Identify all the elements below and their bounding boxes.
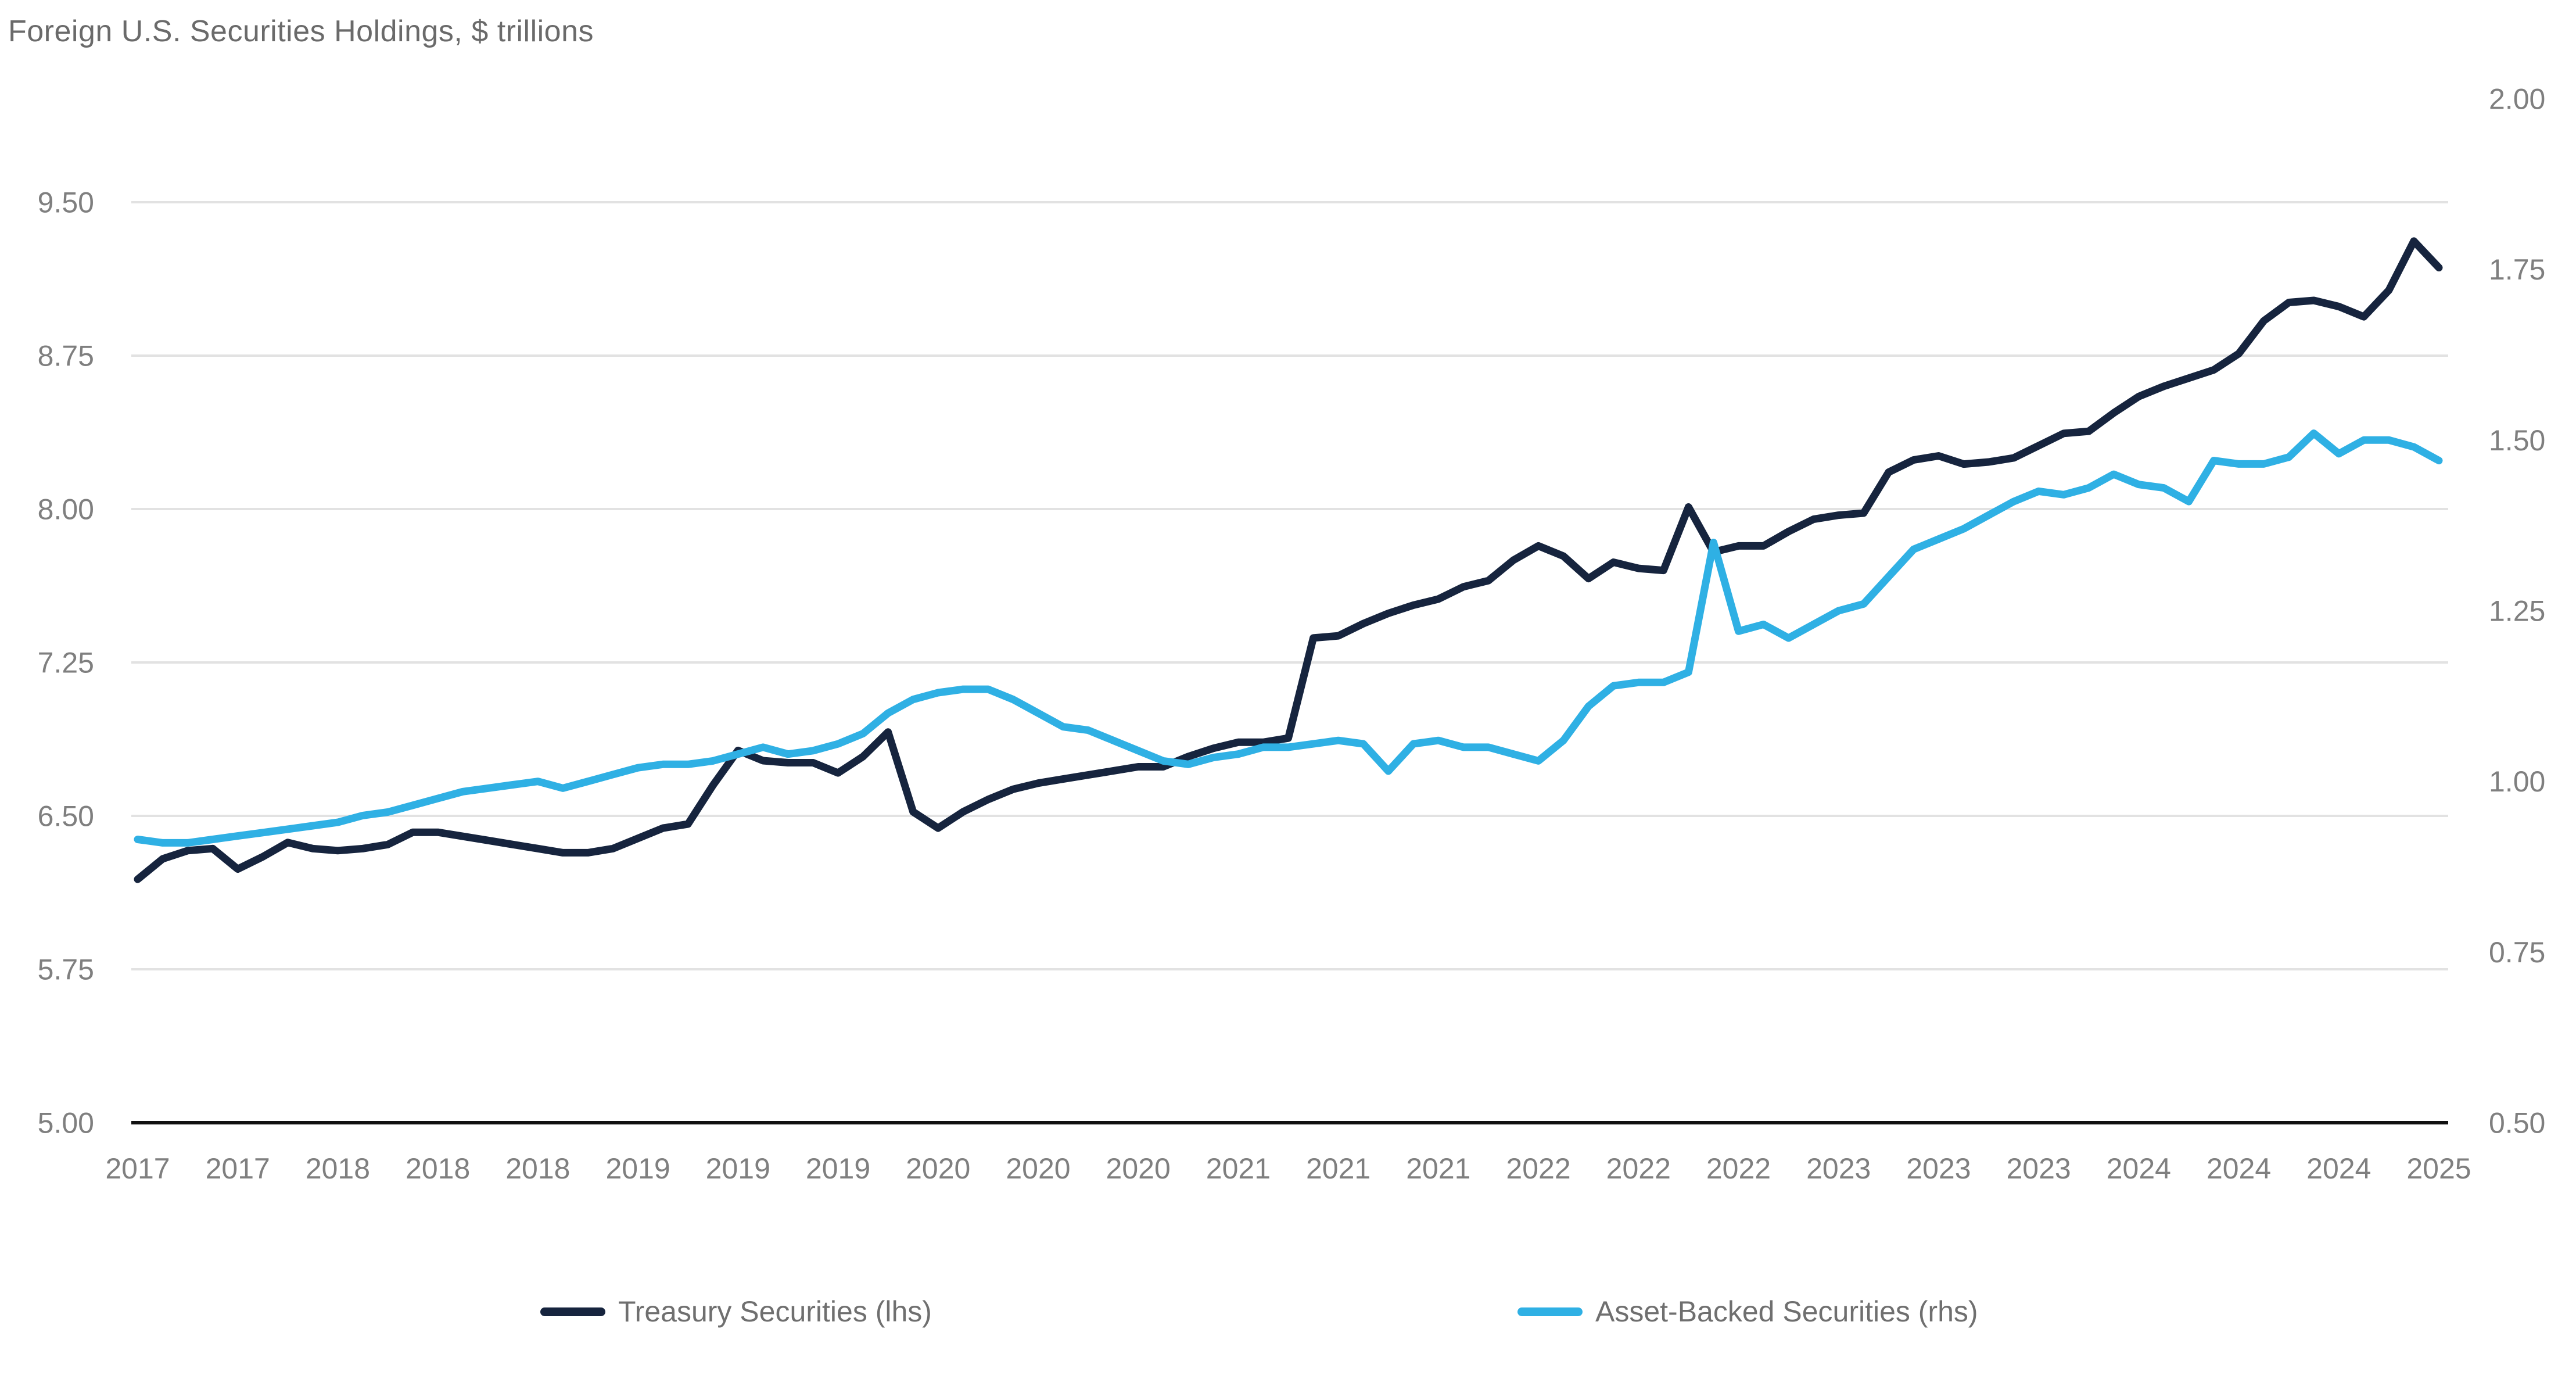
legend-swatch-abs [1517, 1307, 1583, 1316]
right-axis-tick-label: 0.50 [2489, 1107, 2545, 1140]
right-axis-tick-label: 1.00 [2489, 765, 2545, 798]
legend-swatch-treasury [540, 1307, 605, 1316]
x-axis-tick-label: 2019 [706, 1152, 770, 1185]
left-axis-tick-label: 8.00 [38, 493, 94, 526]
legend-label: Asset-Backed Securities (rhs) [1595, 1295, 1978, 1328]
left-axis-tick-label: 5.75 [38, 954, 94, 986]
x-axis-tick-label: 2020 [1006, 1152, 1070, 1185]
right-axis-tick-label: 1.25 [2489, 595, 2545, 628]
left-axis-tick-label: 9.50 [38, 187, 94, 219]
x-axis-tick-label: 2024 [2306, 1152, 2371, 1185]
x-axis-tick-label: 2019 [806, 1152, 870, 1185]
left-axis-tick-label: 7.25 [38, 647, 94, 679]
x-axis-tick-label: 2023 [1906, 1152, 1971, 1185]
x-axis-tick-label: 2018 [306, 1152, 370, 1185]
legend-item-abs: Asset-Backed Securities (rhs) [1517, 1295, 1978, 1328]
x-axis-tick-label: 2023 [2007, 1152, 2071, 1185]
right-axis-tick-label: 1.50 [2489, 424, 2545, 457]
right-axis-tick-label: 2.00 [2489, 83, 2545, 116]
right-axis-tick-label: 1.75 [2489, 253, 2545, 286]
series-line-abs [134, 429, 2443, 847]
x-axis-tick-label: 2020 [1106, 1152, 1171, 1185]
x-axis-tick-label: 2024 [2207, 1152, 2271, 1185]
left-axis-tick-label: 6.50 [38, 800, 94, 833]
x-axis-tick-label: 2019 [605, 1152, 670, 1185]
x-axis-tick-label: 2023 [1806, 1152, 1871, 1185]
x-axis-tick-label: 2017 [206, 1152, 270, 1185]
series-line-treasury [134, 237, 2443, 883]
x-axis-tick-label: 2022 [1506, 1152, 1570, 1185]
x-axis-tick-label: 2017 [105, 1152, 170, 1185]
legend-label: Treasury Securities (lhs) [618, 1295, 932, 1328]
x-axis-tick-label: 2021 [1406, 1152, 1470, 1185]
x-axis-tick-label: 2018 [406, 1152, 470, 1185]
right-axis-tick-label: 0.75 [2489, 936, 2545, 969]
left-axis-tick-label: 5.00 [38, 1107, 94, 1140]
x-axis-tick-label: 2020 [906, 1152, 970, 1185]
x-axis-tick-label: 2021 [1306, 1152, 1370, 1185]
x-axis-tick-label: 2025 [2406, 1152, 2471, 1185]
x-axis-tick-label: 2021 [1206, 1152, 1271, 1185]
left-axis-tick-label: 8.75 [38, 340, 94, 372]
x-axis-tick-label: 2018 [505, 1152, 570, 1185]
legend-item-treasury: Treasury Securities (lhs) [540, 1295, 932, 1328]
chart-title: Foreign U.S. Securities Holdings, $ tril… [8, 15, 594, 48]
x-axis-tick-label: 2024 [2107, 1152, 2171, 1185]
x-axis-tick-label: 2022 [1606, 1152, 1671, 1185]
x-axis-tick-label: 2022 [1706, 1152, 1771, 1185]
